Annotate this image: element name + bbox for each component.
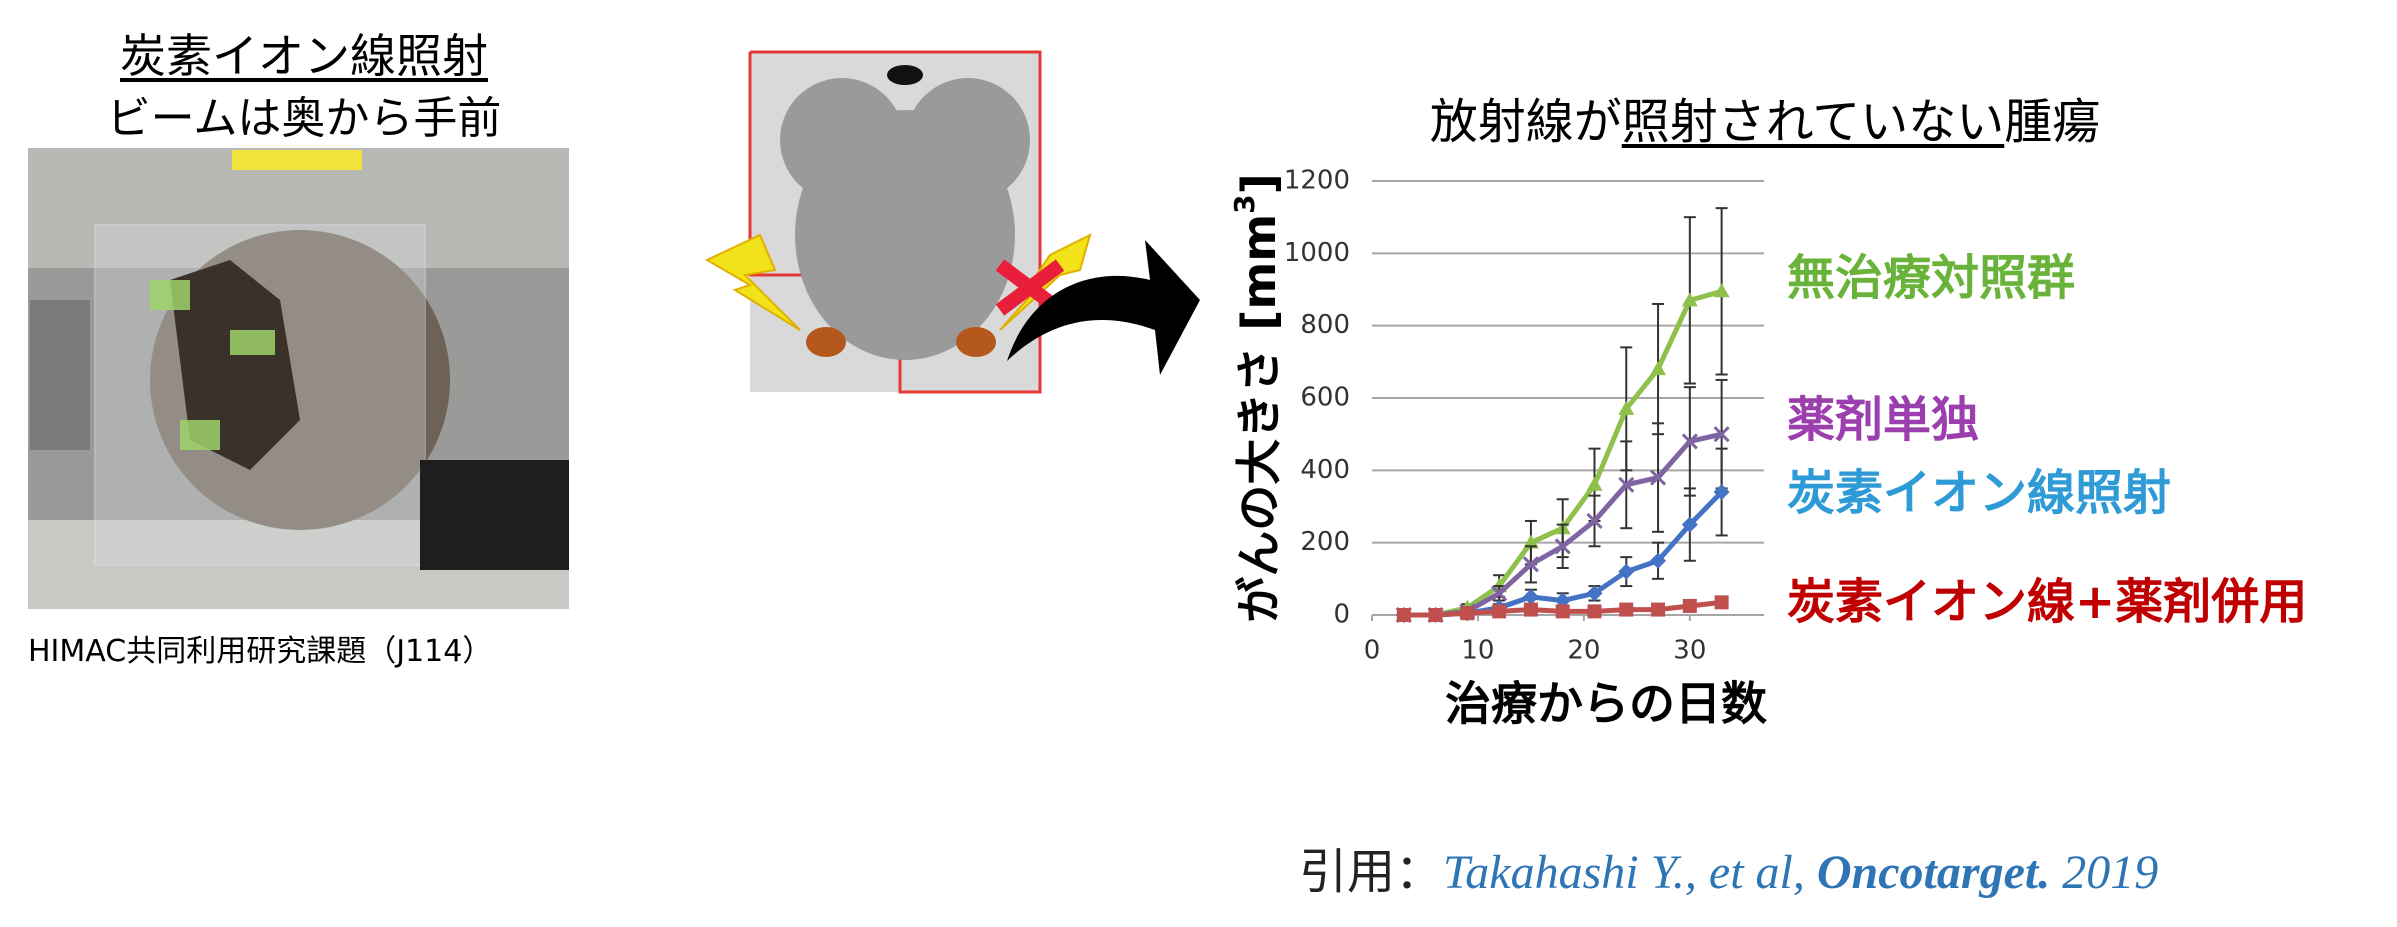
marker-stroke (1522, 556, 1539, 573)
marker (1586, 585, 1603, 602)
photo-caption: HIMAC共同利用研究課題（J114） (28, 634, 493, 669)
marker (1713, 283, 1730, 298)
photo-title: 炭素イオン線照射 (120, 29, 488, 83)
title-part: 放射線が (1429, 94, 1622, 150)
citation-year: 2019 (2050, 846, 2159, 899)
marker (1522, 534, 1539, 549)
y-tick-label: 1200 (1284, 166, 1350, 196)
marker (1618, 476, 1635, 493)
marker-stroke (1681, 433, 1698, 450)
citation-prefix: 引用： (1299, 844, 1444, 900)
marker (1586, 512, 1603, 530)
marker (1650, 552, 1667, 569)
marker-stroke (1586, 512, 1603, 530)
marker-stroke (1618, 476, 1635, 493)
legend-label: 無治療対照群 (1787, 250, 2075, 306)
marker (1586, 476, 1603, 491)
y-label-part: 3 (1228, 194, 1261, 213)
marker (1681, 433, 1698, 450)
marker (1555, 604, 1570, 619)
chart-title: 放射線が照射されていない腫瘍 (1430, 82, 2101, 152)
y-tick-label: 0 (1333, 600, 1350, 630)
mouse-illustration (704, 50, 1200, 394)
y-tick-label: 800 (1300, 310, 1350, 340)
y-tick-label: 400 (1300, 455, 1350, 485)
marker (1554, 538, 1571, 555)
title-part: 腫瘍 (2004, 94, 2101, 150)
marker (1682, 598, 1697, 613)
marker-stroke (1554, 538, 1571, 555)
x-tick-label: 20 (1567, 636, 1600, 666)
marker (1714, 595, 1729, 610)
citation-journal: Oncotarget. (1816, 846, 2051, 899)
citation: 引用：Takahashi Y., et al, Oncotarget. 2019 (1299, 832, 2158, 902)
legend-label: 炭素イオン線+薬剤併用 (1787, 574, 2307, 630)
marker (1713, 426, 1730, 443)
marker (1618, 400, 1635, 415)
marker-stroke (1649, 469, 1667, 486)
title-part: 照射されていない (1621, 94, 2005, 150)
marker (1491, 585, 1508, 602)
marker (1492, 604, 1507, 619)
y-axis-label: がんの大きさ [mm3] (1228, 173, 1286, 622)
x-tick-label: 10 (1461, 636, 1494, 666)
marker (1523, 602, 1538, 617)
marker (1460, 606, 1475, 621)
legend-label: 薬剤単独 (1787, 392, 1979, 448)
marker (1713, 484, 1730, 501)
y-label-part: ] (1232, 173, 1286, 194)
marker (1681, 292, 1698, 307)
photo (28, 148, 569, 609)
marker (1651, 602, 1666, 617)
marker (1428, 608, 1443, 622)
marker (1681, 516, 1698, 533)
marker (1396, 608, 1411, 622)
y-tick-label: 200 (1300, 527, 1350, 557)
x-tick-label: 30 (1673, 636, 1706, 666)
x-axis-label: 治療からの日数 (1445, 677, 1767, 731)
marker (1522, 588, 1539, 605)
y-tick-label: 1000 (1284, 238, 1350, 268)
marker-stroke (1713, 426, 1730, 443)
x-tick-label: 0 (1364, 636, 1381, 666)
y-label-part: がんの大きさ [mm (1232, 214, 1286, 623)
marker (1618, 563, 1635, 580)
y-tick-label: 600 (1300, 383, 1350, 413)
photo-subtitle: ビームは奥から手前 (106, 93, 502, 144)
marker (1650, 361, 1667, 376)
marker (1587, 604, 1602, 619)
marker (1522, 556, 1539, 573)
marker (1619, 602, 1634, 617)
marker-stroke (1491, 585, 1508, 602)
marker (1649, 469, 1667, 486)
legend-label: 炭素イオン線照射 (1787, 465, 2171, 521)
citation-authors: Takahashi Y., et al, (1443, 846, 1817, 899)
